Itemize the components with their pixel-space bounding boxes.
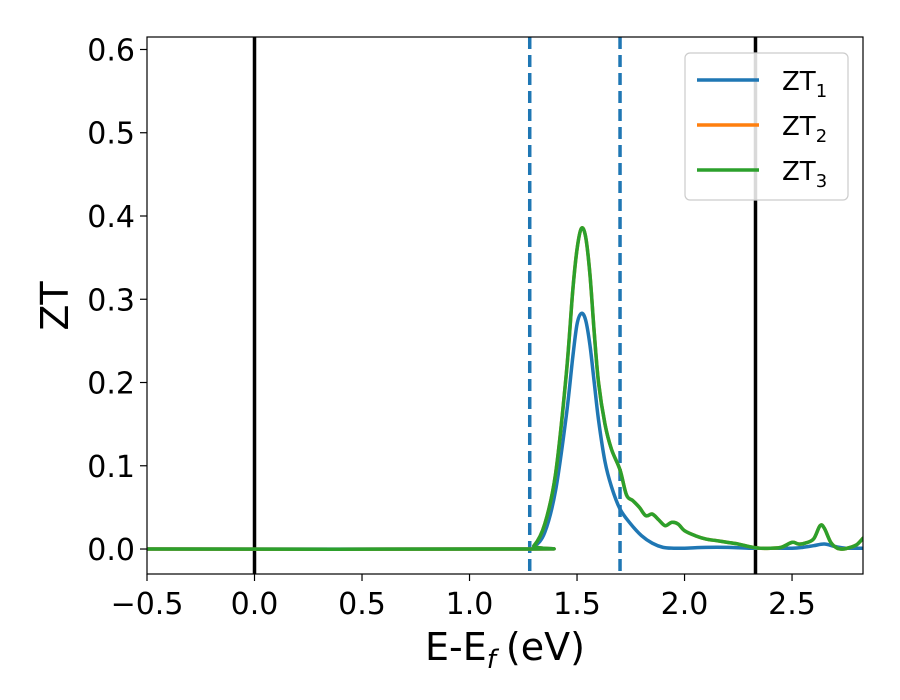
series-line-zt3 xyxy=(147,226,863,552)
y-axis-label: ZT xyxy=(33,281,77,331)
x-tick-label: 0.5 xyxy=(338,587,386,622)
y-tick-label: 0.1 xyxy=(87,450,135,485)
y-axis-ticks: 0.0 0.1 0.2 0.3 0.4 0.5 0.6 xyxy=(87,33,147,568)
x-axis-label-main: E-E xyxy=(425,625,487,669)
y-tick-label: 0.6 xyxy=(87,33,135,68)
legend: ZT1 ZT2 ZT3 xyxy=(684,52,849,201)
x-tick-label: 1.0 xyxy=(446,587,494,622)
y-tick-label: 0.2 xyxy=(87,367,135,402)
plot-frame xyxy=(146,36,864,575)
y-tick-label: 0.5 xyxy=(87,117,135,152)
x-axis-label: E-Ef (eV) xyxy=(425,625,585,675)
y-tick-label: 0.3 xyxy=(87,283,135,318)
legend-label-zt3: ZT3 xyxy=(782,157,827,192)
series-line-zt1 xyxy=(147,311,863,551)
x-axis-label-subscript: f xyxy=(487,645,500,675)
legend-frame xyxy=(684,52,849,201)
y-tick-label: 0.0 xyxy=(87,533,135,568)
x-tick-label: −0.5 xyxy=(111,587,184,622)
x-tick-label: 2.0 xyxy=(661,587,709,622)
y-tick-label: 0.4 xyxy=(87,200,135,235)
x-tick-label: 2.5 xyxy=(768,587,816,622)
legend-label-zt1: ZT1 xyxy=(782,67,827,102)
series-lines xyxy=(147,226,863,552)
x-tick-label: 0.0 xyxy=(231,587,279,622)
x-axis-ticks: −0.5 0.0 0.5 1.0 1.5 2.0 2.5 xyxy=(111,574,816,622)
x-axis-label-unit: (eV) xyxy=(506,625,585,669)
legend-label-zt2: ZT2 xyxy=(782,112,827,147)
x-tick-label: 1.5 xyxy=(553,587,601,622)
